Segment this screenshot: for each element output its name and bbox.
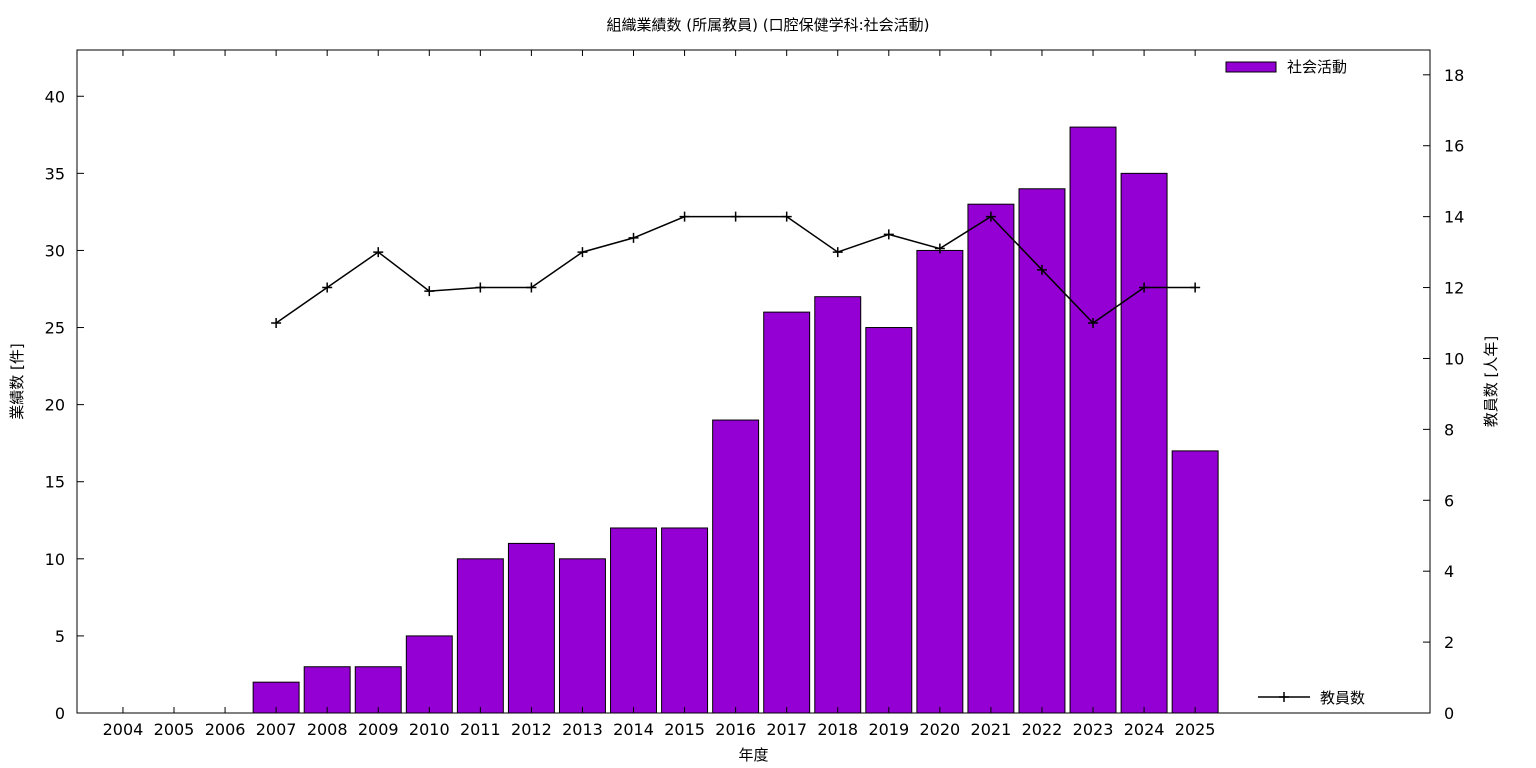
- x-tick-label: 2008: [307, 720, 348, 739]
- y2-tick-label: 18: [1444, 66, 1464, 85]
- line-point: [526, 282, 537, 293]
- x-axis: 2004 2005 2006 2007 2008 2009 2010 2011 2012 2013…: [103, 50, 1216, 739]
- line-point: [985, 211, 996, 222]
- bar: [865, 327, 913, 714]
- x-tick-label: 2016: [715, 720, 756, 739]
- line-point: [832, 247, 843, 258]
- bar: [507, 542, 555, 714]
- y-axis-left: 0 5 10 15 20 25 30 35 40: [45, 87, 84, 723]
- bar: [610, 527, 657, 714]
- legend-marker-line: [1279, 692, 1289, 702]
- x-tick-label: 2011: [460, 720, 501, 739]
- x-tick-label: 2004: [103, 720, 144, 739]
- x-tick-label: 2006: [205, 720, 246, 739]
- y-axis-title: 業績数 [件]: [8, 343, 26, 419]
- line-point: [934, 243, 945, 254]
- line-point: [577, 247, 588, 258]
- legend-swatch-bar: [1225, 61, 1277, 73]
- bar: [405, 635, 453, 714]
- y2-tick-label: 0: [1444, 704, 1454, 723]
- line-point: [679, 211, 690, 222]
- y2-axis-title: 教員数 [人年]: [1482, 336, 1500, 427]
- y2-tick-label: 12: [1444, 279, 1464, 298]
- line-point: [628, 232, 639, 243]
- x-tick-label: 2010: [409, 720, 450, 739]
- y2-tick-label: 16: [1444, 137, 1464, 156]
- y-tick-label: 0: [55, 704, 65, 723]
- x-axis-title: 年度: [738, 746, 768, 764]
- y-tick-label: 40: [45, 87, 65, 106]
- x-tick-label: 2022: [1022, 720, 1063, 739]
- y2-tick-label: 6: [1444, 491, 1454, 510]
- bar: [967, 203, 1015, 714]
- y-tick-label: 20: [45, 396, 65, 415]
- chart-title: 組織業績数 (所属教員) (口腔保健学科:社会活動): [606, 16, 930, 34]
- line-point: [883, 229, 894, 240]
- x-tick-label: 2019: [868, 720, 909, 739]
- y2-tick-label: 2: [1444, 633, 1454, 652]
- line-point: [1036, 264, 1047, 275]
- bar: [303, 666, 351, 714]
- x-tick-label: 2015: [664, 720, 705, 739]
- y2-tick-label: 4: [1444, 562, 1454, 581]
- y-axis-right: 0 2 4 6 8 10 12 14 16 18: [1423, 66, 1464, 723]
- legend-label-bar: 社会活動: [1287, 58, 1347, 76]
- x-tick-label: 2025: [1175, 720, 1216, 739]
- y-tick-label: 15: [45, 473, 65, 492]
- line-point: [1139, 282, 1150, 293]
- bar: [763, 311, 811, 714]
- bar: [558, 558, 606, 714]
- x-tick-label: 2018: [817, 720, 858, 739]
- line-point: [322, 282, 333, 293]
- y-tick-label: 35: [45, 164, 65, 183]
- line-point: [1190, 282, 1201, 293]
- x-tick-label: 2020: [919, 720, 960, 739]
- line-point: [1088, 318, 1099, 328]
- x-tick-label: 2013: [562, 720, 603, 739]
- y2-tick-label: 8: [1444, 420, 1454, 439]
- line-point: [271, 318, 282, 328]
- x-tick-label: 2012: [511, 720, 552, 739]
- bar: [814, 296, 862, 714]
- x-tick-label: 2009: [358, 720, 399, 739]
- line-point: [730, 211, 741, 222]
- bar: [456, 558, 504, 714]
- bar: [1171, 450, 1219, 714]
- bar: [661, 527, 709, 714]
- x-tick-label: 2007: [256, 720, 297, 739]
- y2-tick-label: 14: [1444, 208, 1464, 227]
- bar-series: [252, 126, 1219, 714]
- legend-label-line: 教員数: [1320, 689, 1365, 707]
- bar: [1120, 172, 1168, 714]
- x-tick-label: 2023: [1073, 720, 1114, 739]
- legend: 社会活動 教員数: [1225, 58, 1365, 707]
- bar: [1069, 126, 1117, 714]
- plot-border: [76, 49, 1431, 714]
- line-point: [781, 211, 792, 222]
- y-tick-label: 5: [55, 627, 65, 646]
- line-point: [424, 286, 435, 297]
- y-tick-label: 10: [45, 550, 65, 569]
- x-tick-label: 2014: [613, 720, 654, 739]
- line-series: [271, 211, 1201, 328]
- line-point: [373, 247, 384, 258]
- x-tick-label: 2017: [766, 720, 807, 739]
- bar: [712, 419, 760, 714]
- bar: [1018, 188, 1066, 714]
- y-tick-label: 25: [45, 319, 65, 338]
- plot-frame: [76, 49, 1431, 714]
- x-tick-label: 2005: [154, 720, 195, 739]
- line-point: [475, 282, 486, 293]
- x-tick-label: 2024: [1124, 720, 1165, 739]
- bar: [354, 666, 402, 714]
- bar: [916, 249, 964, 714]
- y2-tick-label: 10: [1444, 349, 1464, 368]
- x-tick-label: 2021: [971, 720, 1012, 739]
- bar: [252, 681, 300, 714]
- y-tick-label: 30: [45, 241, 65, 260]
